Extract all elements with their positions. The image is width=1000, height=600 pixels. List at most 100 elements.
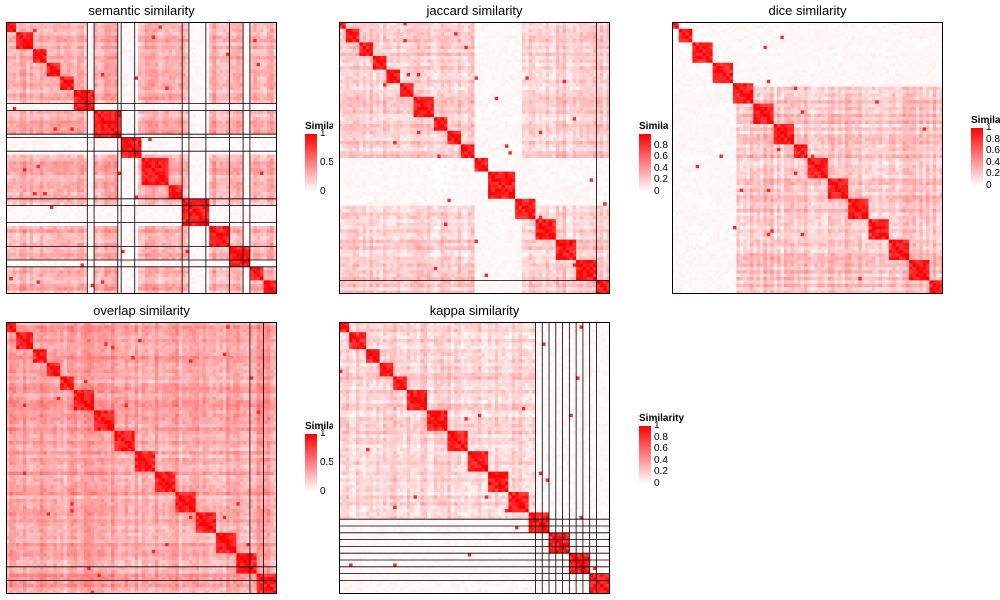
- heatmap-cell: [246, 93, 251, 98]
- heatmap-cell: [100, 185, 105, 189]
- heatmap-cell: [256, 154, 261, 159]
- heatmap-cell: [263, 22, 268, 26]
- heatmap-cell: [97, 35, 102, 40]
- heatmap-cell: [36, 90, 41, 94]
- heatmap-cell: [141, 198, 146, 203]
- heatmap-cell: [134, 28, 139, 33]
- heatmap-cell: [43, 45, 48, 50]
- heatmap-cell: [127, 62, 132, 67]
- heatmap-cell: [199, 178, 203, 183]
- heatmap-cell: [253, 120, 258, 125]
- heatmap-cell: [36, 56, 41, 60]
- heatmap-cell: [66, 209, 71, 213]
- heatmap-cell: [165, 188, 169, 193]
- heatmap-cell: [73, 73, 78, 77]
- heatmap-cell: [185, 113, 190, 118]
- heatmap-cell: [80, 134, 85, 138]
- heatmap-cell: [151, 185, 156, 189]
- heatmap-cell: [36, 171, 41, 176]
- heatmap-cell: [39, 69, 44, 74]
- heatmap-cell: [138, 83, 142, 87]
- heatmap-cell: [36, 96, 41, 101]
- heatmap-cell: [60, 168, 64, 172]
- heatmap-cell: [111, 22, 115, 26]
- heatmap-cell: [236, 86, 241, 91]
- heatmap-cell: [121, 22, 125, 26]
- heatmap-cell: [70, 161, 75, 166]
- heatmap-cell: [66, 90, 71, 94]
- heatmap-cell: [117, 52, 122, 57]
- heatmap-cell: [239, 22, 244, 26]
- heatmap-cell: [171, 130, 176, 135]
- heatmap-cell: [158, 79, 163, 84]
- heatmap-cell: [168, 137, 173, 142]
- heatmap-cell: [12, 130, 17, 135]
- heatmap-cell: [66, 100, 71, 104]
- heatmap-cell: [226, 69, 230, 74]
- heatmap-cell: [100, 144, 105, 149]
- heatmap-cell: [22, 175, 27, 179]
- heatmap-cell: [33, 209, 37, 213]
- heatmap-cell: [29, 202, 34, 206]
- heatmap-cell: [77, 209, 81, 213]
- heatmap-cell: [90, 39, 95, 43]
- heatmap-cell: [97, 219, 102, 223]
- heatmap-cell: [195, 198, 200, 203]
- heatmap-cell: [124, 175, 129, 179]
- heatmap-cell: [73, 130, 78, 135]
- heatmap-cell: [97, 127, 102, 132]
- heatmap-cell: [148, 73, 153, 77]
- heatmap-cell: [229, 90, 234, 94]
- heatmap-cell: [246, 28, 251, 33]
- heatmap-cell: [100, 120, 105, 125]
- heatmap-cell: [229, 49, 234, 53]
- heatmap-cell: [273, 39, 277, 43]
- heatmap-cell: [270, 66, 275, 70]
- heatmap-cell: [192, 45, 197, 50]
- heatmap-cell: [144, 52, 149, 57]
- heatmap-cell: [148, 161, 153, 166]
- heatmap-cell: [134, 59, 139, 64]
- heatmap-cell: [29, 79, 34, 84]
- heatmap-cell: [80, 93, 85, 98]
- heatmap-cell: [161, 178, 166, 183]
- heatmap-cell: [70, 229, 75, 234]
- heatmap-cell: [107, 158, 112, 162]
- heatmap-cell: [155, 39, 159, 43]
- heatmap-cell: [56, 188, 61, 193]
- heatmap-cell: [33, 137, 37, 142]
- heatmap-cell: [216, 222, 220, 227]
- heatmap-cell: [144, 73, 149, 77]
- heatmap-cell: [43, 161, 48, 166]
- heatmap-cell: [188, 192, 193, 196]
- heatmap-cell: [50, 198, 54, 203]
- heatmap-cell: [205, 90, 210, 94]
- heatmap-cell: [9, 137, 14, 142]
- heatmap-cell: [263, 113, 268, 118]
- heatmap-cell: [246, 124, 251, 128]
- heatmap-cell: [148, 127, 153, 132]
- heatmap-cell: [94, 171, 98, 176]
- heatmap-cell: [131, 113, 136, 118]
- heatmap-cell: [212, 134, 217, 138]
- heatmap-cell: [246, 110, 251, 115]
- heatmap-cell: [151, 205, 156, 210]
- heatmap-cell: [222, 195, 227, 200]
- heatmap-cell: [36, 188, 41, 193]
- heatmap-cell: [90, 168, 95, 172]
- heatmap-cell: [77, 76, 81, 81]
- heatmap-cell: [273, 83, 277, 87]
- heatmap-cell: [229, 120, 234, 125]
- heatmap-cell: [80, 181, 85, 186]
- heatmap-cell: [249, 209, 254, 213]
- heatmap-cell: [90, 103, 95, 108]
- heatmap-cell: [60, 96, 64, 101]
- heatmap-cell: [260, 124, 264, 128]
- heatmap-cell: [155, 73, 159, 77]
- heatmap-cell: [216, 161, 220, 166]
- heatmap-cell: [33, 110, 37, 115]
- heatmap-cell: [158, 185, 163, 189]
- heatmap-cell: [131, 226, 136, 230]
- heatmap-cell: [22, 178, 27, 183]
- heatmap-cell: [100, 161, 105, 166]
